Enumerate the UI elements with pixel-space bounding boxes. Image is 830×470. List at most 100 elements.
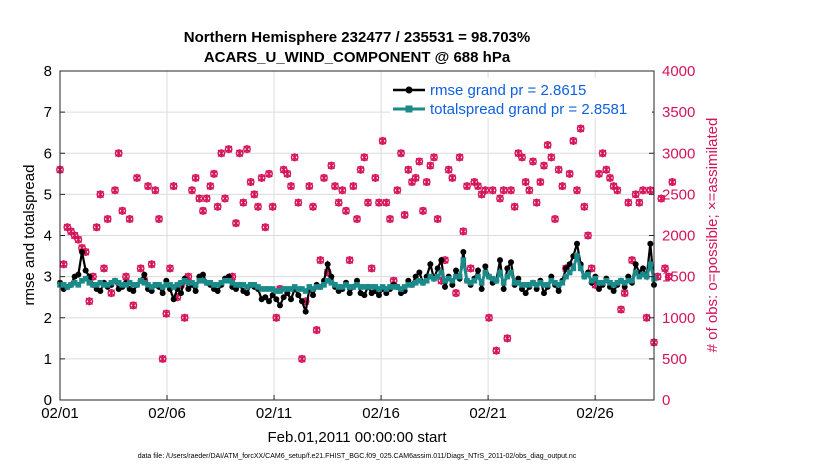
totalspread-point	[269, 286, 276, 292]
totalspread-point	[423, 277, 430, 284]
obs-assimilated-marker	[349, 182, 358, 191]
obs-assimilated-marker	[397, 149, 405, 158]
obs-assimilated-marker	[452, 289, 460, 298]
totalspread-point	[295, 286, 302, 292]
rmse-point	[280, 294, 287, 301]
obs-assimilated-marker	[529, 157, 537, 166]
rmse-point	[442, 283, 448, 290]
rmse-point	[299, 298, 305, 305]
totalspread-point	[405, 282, 412, 288]
obs-assimilated-marker	[129, 301, 138, 310]
totalspread-point	[456, 273, 463, 280]
totalspread-point	[588, 277, 595, 284]
obs-assimilated-marker	[400, 210, 409, 219]
totalspread-point	[416, 277, 423, 284]
x-tick-label: 02/06	[148, 405, 186, 422]
obs-assimilated-marker	[646, 186, 655, 195]
rmse-point	[640, 265, 646, 272]
rmse-point	[295, 292, 302, 299]
obs-assimilated-marker	[411, 173, 420, 182]
obs-assimilated-marker	[188, 186, 196, 195]
totalspread-point	[335, 284, 342, 290]
rmse-point	[200, 271, 206, 278]
totalspread-point	[288, 286, 294, 292]
totalspread-point	[130, 282, 137, 288]
obs-assimilated-marker	[118, 206, 127, 215]
obs-assimilated-marker	[125, 215, 134, 224]
totalspread-point	[401, 284, 408, 290]
rmse-point	[596, 285, 602, 292]
obs-assimilated-marker	[492, 346, 501, 355]
y-left-tick-label: 0	[44, 392, 52, 409]
totalspread-point	[170, 284, 177, 290]
rmse-point	[632, 261, 639, 268]
totalspread-point	[339, 284, 346, 290]
x-tick-label: 02/01	[41, 405, 79, 422]
obs-assimilated-marker	[580, 202, 589, 211]
obs-assimilated-marker	[213, 202, 222, 211]
obs-assimilated-marker	[382, 198, 391, 207]
totalspread-point	[343, 282, 349, 288]
obs-assimilated-marker	[536, 178, 545, 187]
totalspread-point	[511, 279, 518, 286]
obs-assimilated-marker	[246, 178, 255, 187]
totalspread-point	[544, 282, 551, 288]
obs-assimilated-marker	[584, 231, 592, 240]
totalspread-point	[515, 279, 522, 286]
obs-assimilated-marker	[624, 198, 633, 207]
totalspread-point	[394, 284, 401, 290]
totalspread-point	[60, 282, 67, 288]
totalspread-point	[533, 282, 540, 288]
y-left-tick-label: 3	[44, 269, 52, 286]
rmse-point	[273, 296, 280, 303]
obs-assimilated-marker	[254, 202, 262, 211]
obs-assimilated-marker	[195, 194, 204, 203]
totalspread-point	[108, 279, 115, 286]
obs-assimilated-marker	[272, 313, 281, 322]
obs-assimilated-marker	[620, 289, 629, 298]
obs-assimilated-marker	[353, 215, 361, 224]
obs-assimilated-marker	[375, 198, 383, 207]
totalspread-point	[581, 273, 588, 280]
obs-assimilated-marker	[180, 313, 189, 322]
totalspread-point	[141, 279, 148, 286]
totalspread-point	[321, 282, 327, 288]
totalspread-point	[464, 277, 470, 284]
totalspread-point	[280, 286, 287, 292]
totalspread-point	[372, 284, 379, 290]
totalspread-point	[482, 269, 489, 276]
totalspread-point	[229, 279, 236, 286]
totalspread-point	[500, 279, 507, 286]
obs-assimilated-marker	[74, 235, 83, 244]
y-right-tick-label: 2000	[662, 228, 695, 245]
totalspread-point	[409, 282, 415, 288]
rmse-point	[478, 285, 485, 292]
obs-assimilated-marker	[136, 264, 145, 273]
obs-assimilated-marker	[257, 173, 266, 182]
obs-assimilated-marker	[342, 206, 350, 215]
totalspread-point	[152, 282, 159, 288]
obs-assimilated-marker	[573, 186, 581, 195]
totalspread-point	[475, 273, 481, 280]
totalspread-point	[563, 273, 569, 280]
totalspread-point	[570, 265, 577, 272]
obs-assimilated-marker	[496, 194, 504, 203]
totalspread-point	[207, 279, 214, 286]
totalspread-point	[555, 282, 562, 288]
totalspread-point	[181, 277, 188, 284]
totalspread-point	[541, 282, 547, 288]
y-right-tick-label: 3000	[662, 145, 695, 162]
totalspread-point	[145, 282, 151, 288]
totalspread-point	[489, 275, 496, 282]
totalspread-point	[566, 269, 573, 276]
totalspread-point	[585, 271, 591, 278]
obs-assimilated-marker	[565, 169, 574, 178]
obs-assimilated-marker	[532, 198, 541, 207]
obs-assimilated-marker	[602, 165, 611, 174]
totalspread-point	[291, 284, 298, 290]
totalspread-point	[537, 279, 544, 286]
obs-assimilated-marker	[309, 202, 317, 211]
obs-assimilated-marker	[444, 165, 453, 174]
rmse-point	[453, 267, 459, 274]
